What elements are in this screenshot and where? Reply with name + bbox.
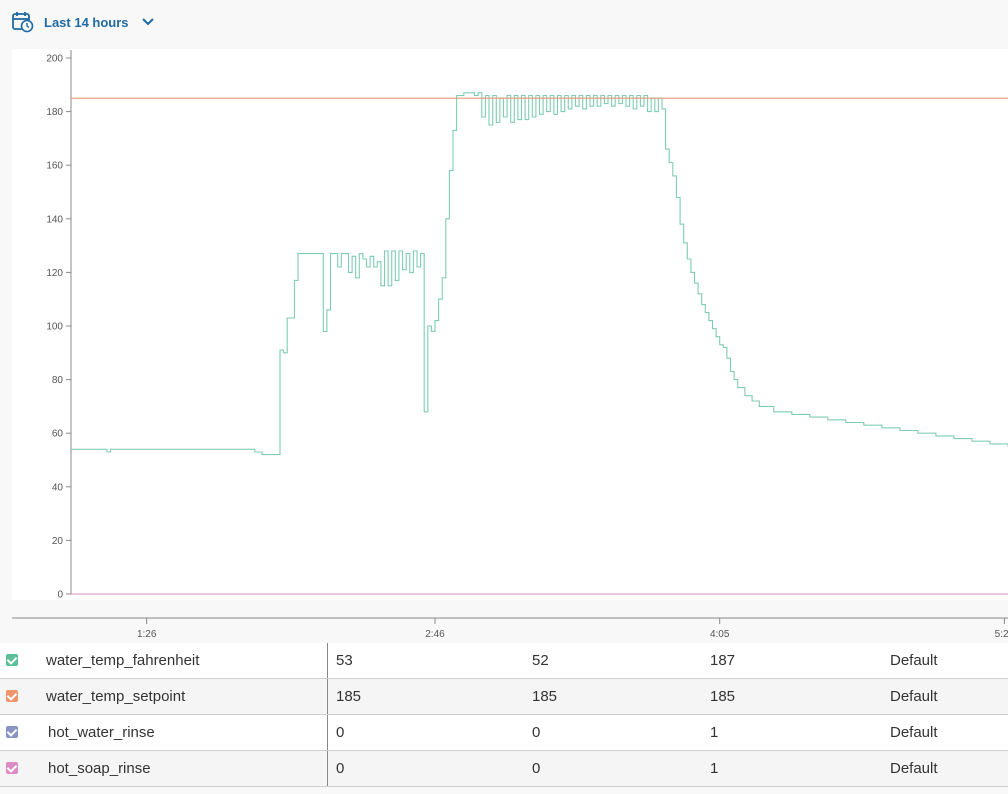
series-line-water_temp_fahrenheit xyxy=(71,92,1008,456)
series-name: water_temp_setpoint xyxy=(46,688,186,705)
y-axis: 0 20 40 60 80 100 120 140 160 180 200 xyxy=(46,50,72,601)
y-tick-label: 140 xyxy=(46,214,63,225)
series-value: 53 xyxy=(336,652,353,669)
legend-table: water_temp_fahrenheit 53 52 187 Default … xyxy=(0,643,1008,787)
y-tick-label: 0 xyxy=(57,590,63,601)
x-tick-label: 5:24 xyxy=(995,629,1008,640)
column-divider xyxy=(327,715,328,750)
x-tick-label: 2:46 xyxy=(425,629,445,640)
series-value: 1 xyxy=(710,724,719,741)
series-axis: Default xyxy=(890,652,938,669)
series-checkbox[interactable] xyxy=(6,726,18,738)
series-axis: Default xyxy=(890,760,938,777)
series-value: 1 xyxy=(710,760,719,777)
chevron-down-icon xyxy=(141,18,154,26)
toolbar: Last 14 hours xyxy=(0,0,1008,44)
y-tick-label: 100 xyxy=(46,322,63,333)
y-tick-label: 40 xyxy=(52,482,64,493)
series-value: 185 xyxy=(710,688,736,705)
column-divider xyxy=(327,679,328,714)
series-axis: Default xyxy=(890,688,938,705)
series-value: 0 xyxy=(336,724,345,741)
y-tick-label: 200 xyxy=(46,54,63,65)
plot-background xyxy=(12,49,1008,600)
y-tick-label: 180 xyxy=(46,107,63,118)
x-tick-label: 1:26 xyxy=(137,629,157,640)
x-tick-label: 4:05 xyxy=(710,629,730,640)
series-value: 0 xyxy=(336,760,345,777)
legend-row[interactable]: hot_water_rinse 0 0 1 Default xyxy=(0,715,1008,751)
series-checkbox[interactable] xyxy=(6,690,18,702)
y-tick-label: 120 xyxy=(46,268,63,279)
calendar-clock-icon xyxy=(12,12,34,33)
y-tick-label: 20 xyxy=(52,536,64,547)
y-tick-label: 80 xyxy=(52,375,64,386)
line-chart: 0 20 40 60 80 100 120 140 160 180 200 1:26 2:46 4:05… xyxy=(12,49,1008,640)
x-axis: 1:26 2:46 4:05 5:24 xyxy=(12,617,1008,640)
series-value: 52 xyxy=(532,652,549,669)
series-value: 187 xyxy=(710,652,736,669)
series-layer xyxy=(71,92,1008,595)
series-value: 185 xyxy=(336,688,362,705)
legend-row[interactable]: water_temp_setpoint 185 185 185 Default xyxy=(0,679,1008,715)
series-name: water_temp_fahrenheit xyxy=(46,652,200,669)
series-value: 185 xyxy=(532,688,558,705)
time-range-label: Last 14 hours xyxy=(44,14,129,30)
legend-row[interactable]: water_temp_fahrenheit 53 52 187 Default xyxy=(0,643,1008,679)
series-name: hot_water_rinse xyxy=(48,724,155,741)
series-value: 0 xyxy=(532,760,541,777)
column-divider xyxy=(327,751,328,786)
column-divider xyxy=(327,643,328,678)
y-tick-label: 60 xyxy=(52,429,64,440)
y-tick-label: 160 xyxy=(46,161,63,172)
series-name: hot_soap_rinse xyxy=(48,760,151,777)
series-value: 0 xyxy=(532,724,541,741)
series-checkbox[interactable] xyxy=(6,654,18,666)
time-range-selector[interactable]: Last 14 hours xyxy=(12,11,155,33)
legend-row[interactable]: hot_soap_rinse 0 0 1 Default xyxy=(0,751,1008,787)
series-axis: Default xyxy=(890,724,938,741)
series-checkbox[interactable] xyxy=(6,762,18,774)
